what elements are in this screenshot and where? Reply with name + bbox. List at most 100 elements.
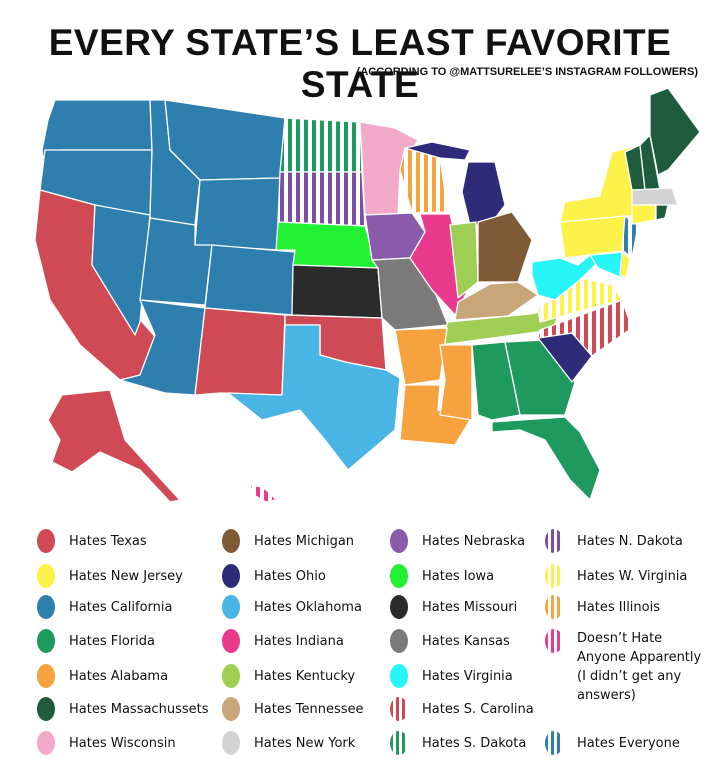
legend-label: Hates Kansas: [422, 633, 510, 649]
legend-item-sdakota: Hates S. Dakota: [390, 731, 526, 755]
legend-label: Hates Ohio: [254, 568, 326, 584]
state-alabama: [471, 341, 521, 421]
state-pennsylvania: [559, 215, 631, 259]
legend-swatch: [390, 564, 408, 588]
legend-item-iowa: Hates Iowa: [390, 564, 494, 588]
state-michigan-upper: [404, 141, 471, 161]
legend-item-newyork: Hates New York: [222, 731, 355, 755]
legend-label: Hates Massachussets: [69, 701, 209, 717]
legend-label: Hates W. Virginia: [577, 568, 688, 584]
legend-label: Hates New York: [254, 735, 356, 751]
state-massachusetts: [631, 187, 679, 206]
legend-swatch: [545, 529, 563, 553]
legend-item-wvirginia: Hates W. Virginia: [545, 564, 687, 588]
legend-item-newjersey: Hates New Jersey: [37, 564, 183, 588]
legend-swatch: [390, 664, 408, 688]
legend-label: Hates Indiana: [254, 633, 344, 649]
legend-item-wisconsin: Hates Wisconsin: [37, 731, 176, 755]
legend-swatch: [545, 564, 563, 588]
legend-item-none: Doesn’t Hate Anyone Apparently (I didn’t…: [545, 629, 707, 705]
state-new-mexico: [194, 307, 286, 396]
state-colorado: [204, 244, 296, 316]
legend-item-nebraska: Hates Nebraska: [390, 529, 525, 553]
state-texas: [227, 324, 401, 471]
legend-swatch: [390, 595, 408, 619]
legend-label: Hates Virginia: [422, 668, 513, 684]
legend-item-kansas: Hates Kansas: [390, 629, 510, 653]
state-alaska: [47, 389, 181, 503]
legend-label: Hates Nebraska: [422, 533, 526, 549]
legend-swatch: [222, 564, 240, 588]
subtitle: (ACCORDING TO @MATTSURELEE’S INSTAGRAM F…: [356, 66, 698, 78]
legend-item-massachussets: Hates Massachussets: [37, 697, 208, 721]
legend-swatch: [37, 595, 55, 619]
state-hawaii: [249, 484, 277, 503]
legend-item-florida: Hates Florida: [37, 629, 155, 653]
legend-item-california: Hates California: [37, 595, 172, 619]
legend-label: Hates Everyone: [577, 735, 680, 751]
state-maine: [649, 87, 701, 176]
legend-label: Hates Illinois: [577, 599, 660, 615]
state-west-virginia: [531, 254, 599, 301]
legend-label: Hates Missouri: [422, 599, 518, 615]
state-connecticut: [631, 204, 657, 225]
legend-item-illinois: Hates Illinois: [545, 595, 660, 619]
legend-item-michigan: Hates Michigan: [222, 529, 354, 553]
legend-swatch: [390, 697, 408, 721]
legend-swatch: [222, 595, 240, 619]
legend-item-ohio: Hates Ohio: [222, 564, 326, 588]
page-title: EVERY STATE’S LEAST FAVORITE STATE: [48, 22, 672, 105]
legend-swatch: [222, 731, 240, 755]
legend-item-ndakota: Hates N. Dakota: [545, 529, 683, 553]
state-rhode-island: [655, 204, 669, 221]
legend-label: Hates Alabama: [69, 668, 169, 684]
legend-swatch: [545, 629, 563, 653]
legend-item-scarolina: Hates S. Carolina: [390, 697, 534, 721]
state-delaware: [619, 251, 631, 279]
legend-label: Hates Michigan: [254, 533, 355, 549]
us-map: [34, 87, 701, 503]
legend-swatch: [37, 697, 55, 721]
legend-item-alabama: Hates Alabama: [37, 664, 168, 688]
legend-swatch: [390, 529, 408, 553]
legend-swatch: [37, 629, 55, 653]
state-kansas: [291, 264, 383, 319]
legend-swatch: [222, 629, 240, 653]
state-ohio: [477, 211, 533, 283]
legend-swatch: [37, 564, 55, 588]
legend-swatch: [222, 664, 240, 688]
legend-swatch: [222, 529, 240, 553]
legend-label: Doesn’t Hate Anyone Apparently (I didn’t…: [577, 631, 702, 703]
legend-label: Hates S. Dakota: [422, 735, 527, 751]
legend-item-missouri: Hates Missouri: [390, 595, 517, 619]
state-south-dakota: [277, 171, 366, 227]
legend-label: Hates Wisconsin: [69, 735, 176, 751]
state-nevada: [91, 204, 151, 336]
legend-swatch: [37, 664, 55, 688]
state-arkansas: [394, 327, 448, 386]
legend-swatch: [37, 529, 55, 553]
legend-swatch: [545, 731, 563, 755]
state-mississippi: [439, 344, 473, 421]
legend-label: Hates Florida: [69, 633, 155, 649]
legend-swatch: [390, 731, 408, 755]
legend-swatch: [222, 697, 240, 721]
legend-swatch: [37, 731, 55, 755]
legend-item-texas: Hates Texas: [37, 529, 147, 553]
legend-item-indiana: Hates Indiana: [222, 629, 344, 653]
state-north-dakota: [279, 117, 363, 173]
state-maryland: [589, 251, 626, 279]
legend-label: Hates Texas: [69, 533, 147, 549]
state-wyoming: [194, 177, 281, 251]
legend-label: Hates Oklahoma: [254, 599, 362, 615]
legend-label: Hates S. Carolina: [422, 701, 534, 717]
legend-label: Hates N. Dakota: [577, 533, 683, 549]
legend-label: Hates California: [69, 599, 173, 615]
legend-item-oklahoma: Hates Oklahoma: [222, 595, 362, 619]
legend-label: Hates Tennessee: [254, 701, 364, 717]
legend-label: Hates New Jersey: [69, 568, 183, 584]
legend-label: Hates Kentucky: [254, 668, 356, 684]
legend-swatch: [390, 629, 408, 653]
legend-label: Hates Iowa: [422, 568, 495, 584]
